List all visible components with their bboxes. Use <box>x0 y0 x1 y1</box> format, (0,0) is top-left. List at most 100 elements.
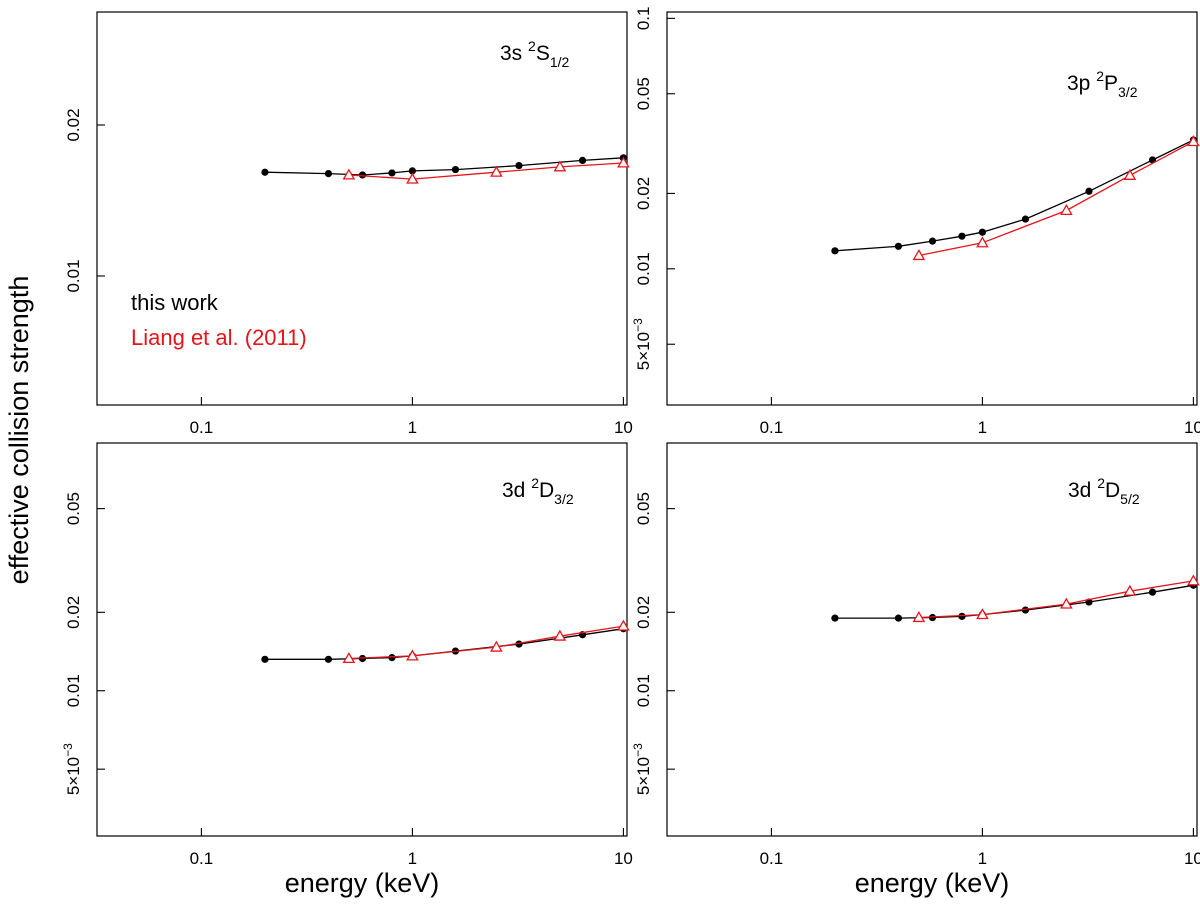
y-tick-label: 5×10−3 <box>631 318 653 370</box>
data-point <box>578 156 587 164</box>
data-point <box>912 249 926 261</box>
x-tick-label: 10 <box>1184 849 1200 868</box>
y-tick-label: 0.01 <box>64 674 83 707</box>
y-tick-label: 0.01 <box>634 252 653 285</box>
plot-frame <box>666 11 1198 406</box>
x-tick-label: 10 <box>614 849 633 868</box>
series-line <box>834 139 1194 252</box>
legend-entry-this-work: this work <box>131 290 219 315</box>
data-point <box>976 236 989 248</box>
y-tick-label: 0.02 <box>64 596 83 629</box>
data-point <box>490 165 503 177</box>
data-point <box>617 156 630 168</box>
data-point <box>406 172 419 184</box>
x-tick-label: 10 <box>614 418 633 437</box>
data-point <box>324 170 333 178</box>
y-tick-label: 0.02 <box>634 596 653 629</box>
y-tick-label: 0.05 <box>634 492 653 525</box>
panel-label: 3d 2D5/2 <box>1068 475 1140 507</box>
x-axis-title-left: energy (keV) <box>285 868 440 898</box>
y-tick-label: 0.02 <box>64 108 83 141</box>
panel-label: 3p 2P3/2 <box>1067 68 1138 100</box>
data-point <box>515 161 523 170</box>
panel-label: 3d 2D3/2 <box>502 475 574 507</box>
data-point <box>958 232 966 240</box>
x-axis-title-right: energy (keV) <box>855 868 1010 898</box>
x-tick-label: 10 <box>1184 418 1200 437</box>
legend-entry-liang-2011: Liang et al. (2011) <box>131 325 307 350</box>
y-tick-label: 5×10−3 <box>61 743 83 795</box>
y-tick-label: 0.1 <box>634 7 653 31</box>
data-point <box>261 655 269 663</box>
legend: this work Liang et al. (2011) <box>131 290 307 350</box>
data-point <box>553 160 567 172</box>
data-point <box>342 651 356 664</box>
data-point <box>1085 187 1093 195</box>
series-line <box>348 625 624 660</box>
data-point <box>1060 597 1073 609</box>
series-line <box>264 628 624 660</box>
data-point <box>976 608 989 620</box>
series-line <box>918 580 1194 619</box>
panels: 0.1 1 10 0.01 0.02 3s 2S1/2 this work Liang et … <box>61 7 1200 868</box>
y-tick-label: 0.02 <box>634 177 653 210</box>
panel-label: 3s 2S1/2 <box>500 38 570 70</box>
data-point <box>406 649 419 661</box>
y-tick-label: 0.05 <box>634 77 653 110</box>
plot-frame <box>96 442 628 837</box>
x-tick-label: 0.1 <box>190 418 214 437</box>
data-point <box>1187 135 1200 147</box>
x-tick-label: 0.1 <box>760 849 784 868</box>
data-point <box>894 614 903 622</box>
y-tick-label: 5×10−3 <box>631 743 653 795</box>
panel-3s-2S1/2: 0.1 1 10 0.01 0.02 3s 2S1/2 this work Liang et … <box>64 11 633 437</box>
data-point <box>358 171 367 179</box>
data-point <box>831 247 839 255</box>
series-this-work <box>261 625 628 663</box>
data-point <box>553 629 567 641</box>
plot-frame <box>666 442 1198 837</box>
plot-frame <box>96 11 628 406</box>
data-point <box>958 612 966 620</box>
x-tick-label: 1 <box>978 418 987 437</box>
y-tick-label: 0.01 <box>634 674 653 707</box>
series-liang-2011 <box>342 156 630 184</box>
data-point <box>490 640 503 652</box>
data-point <box>1148 588 1157 596</box>
series-this-work <box>831 581 1198 622</box>
data-point <box>1021 215 1030 223</box>
data-point <box>408 167 417 175</box>
series-this-work <box>831 136 1198 255</box>
data-point <box>831 614 839 622</box>
y-tick-label: 0.05 <box>64 492 83 525</box>
data-point <box>261 168 269 176</box>
panel-3d-2D3/2: 0.1 1 10 5×10−3 0.01 0.02 0.05 3d 2D3/2 <box>61 442 633 868</box>
data-point <box>451 165 460 174</box>
y-tick-label: 0.01 <box>64 259 83 292</box>
data-point <box>1123 168 1137 180</box>
data-point <box>912 611 926 623</box>
x-tick-label: 1 <box>978 849 987 868</box>
data-point <box>1060 203 1073 216</box>
data-point <box>388 654 396 662</box>
x-tick-label: 0.1 <box>190 849 214 868</box>
series-liang-2011 <box>912 574 1200 623</box>
panel-3d-2D5/2: 0.1 1 10 5×10−3 0.01 0.02 0.05 3d 2D5/2 <box>631 442 1200 868</box>
panel-3p-2P3/2: 0.1 1 10 5×10−3 0.01 0.02 0.05 0.1 3p 2P3/2 <box>631 7 1200 437</box>
x-tick-label: 1 <box>408 849 417 868</box>
series-liang-2011 <box>342 619 630 664</box>
data-point <box>388 169 396 177</box>
data-point <box>342 168 356 180</box>
data-point <box>617 619 630 631</box>
x-tick-label: 0.1 <box>760 418 784 437</box>
data-point <box>978 228 987 236</box>
data-point <box>1021 606 1030 614</box>
series-liang-2011 <box>912 135 1200 261</box>
data-point <box>928 237 937 245</box>
data-point <box>894 242 903 250</box>
data-point <box>1123 584 1137 596</box>
data-point <box>1187 574 1200 586</box>
x-tick-label: 1 <box>408 418 417 437</box>
data-point <box>324 655 333 663</box>
